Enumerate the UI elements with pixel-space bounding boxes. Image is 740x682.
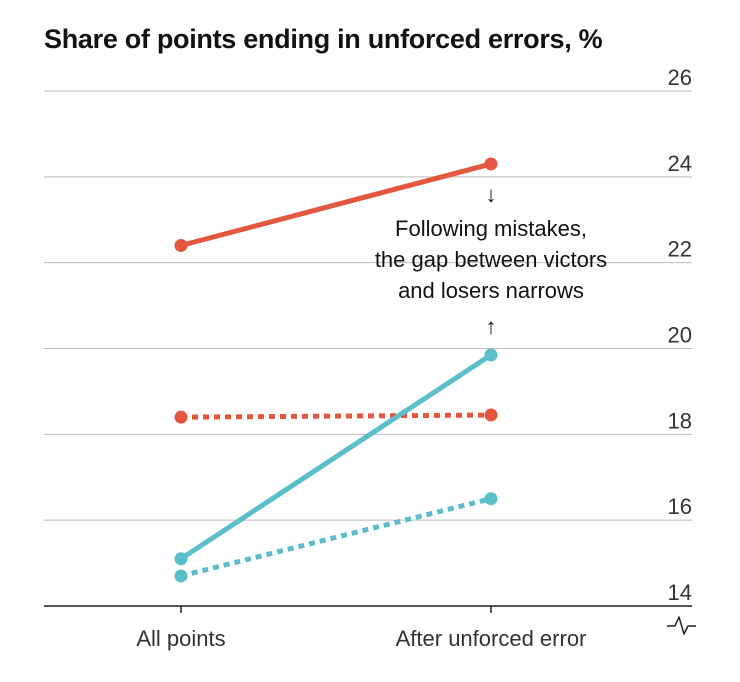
series-4 [174,492,498,583]
annotation-text-line: and losers narrows [398,278,584,303]
y-tick-label: 18 [668,408,692,433]
data-point [174,552,188,566]
series-line [180,161,492,248]
x-axis [44,605,696,635]
data-point [484,348,498,362]
arrow-up-icon: ↑ [486,314,497,339]
axis-break-icon [667,616,696,635]
y-axis-tick-labels: 14 16 18 20 22 24 26 [668,65,692,605]
annotation: ↓ Following mistakes, the gap between vict… [375,182,607,339]
series-lines [174,157,498,583]
data-point [484,492,498,506]
annotation-text-line: the gap between victors [375,247,607,272]
arrow-down-icon: ↓ [486,182,497,207]
series-1 [174,157,498,252]
data-point [174,410,188,424]
x-axis-category-labels: All points After unforced error [136,626,586,651]
series-line [180,496,492,579]
data-point [174,239,188,252]
series-3 [174,348,498,566]
annotation-text-line: Following mistakes, [395,216,587,241]
x-category-label: All points [136,626,225,651]
data-point [484,157,498,171]
y-tick-label: 14 [668,580,692,605]
y-tick-label: 26 [668,65,692,90]
series-line [179,352,493,561]
series-2 [174,408,498,424]
data-point [174,569,188,583]
chart-title: Share of points ending in unforced error… [44,24,603,54]
y-tick-label: 20 [668,323,692,348]
series-line [180,412,492,420]
gridlines [44,90,692,521]
y-tick-label: 24 [668,151,692,176]
x-category-label: After unforced error [396,626,587,651]
data-point [484,408,498,422]
y-tick-label: 22 [668,237,692,262]
y-tick-label: 16 [668,494,692,519]
